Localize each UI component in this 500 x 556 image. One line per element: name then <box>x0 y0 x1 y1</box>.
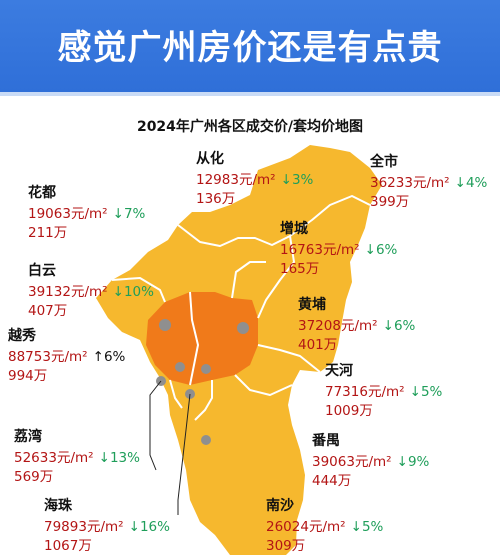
tianhe-dot <box>237 322 249 334</box>
district-change: ↓6% <box>382 318 416 334</box>
district-price: 26024元/m² <box>266 519 346 535</box>
district-borders <box>111 195 371 421</box>
district-name: 白云 <box>28 263 56 279</box>
district-price: 36233元/m² <box>370 175 450 191</box>
district-change: ↓6% <box>364 242 398 258</box>
district-name: 荔湾 <box>14 429 42 445</box>
district-price: 79893元/m² <box>44 519 124 535</box>
district-price: 12983元/m² <box>196 172 276 188</box>
district-change: ↓10% <box>112 284 154 300</box>
district-label-haizhu: 海珠 79893元/m² ↓16% 1067万 <box>44 497 170 556</box>
district-volume: 399万 <box>370 194 410 210</box>
district-name: 南沙 <box>266 498 294 514</box>
district-name: 番禺 <box>312 433 340 449</box>
district-volume: 165万 <box>280 261 320 277</box>
district-change: ↓13% <box>98 450 140 466</box>
district-label-quanshi: 全市 36233元/m² ↓4% 399万 <box>370 153 487 212</box>
district-name: 黄埔 <box>298 297 326 313</box>
district-label-huadu: 花都 19063元/m² ↓7% 211万 <box>28 184 145 243</box>
district-name: 越秀 <box>8 328 36 344</box>
district-change: ↓16% <box>128 519 170 535</box>
district-volume: 444万 <box>312 473 352 489</box>
district-volume: 1067万 <box>44 538 92 554</box>
district-change: ↓7% <box>112 206 146 222</box>
district-label-tianhe: 天河 77316元/m² ↓5% 1009万 <box>325 362 442 421</box>
district-price: 39132元/m² <box>28 284 108 300</box>
district-name: 花都 <box>28 185 56 201</box>
district-label-nansha: 南沙 26024元/m² ↓5% 309万 <box>266 497 383 556</box>
haizhu-dot <box>201 364 211 374</box>
district-volume: 407万 <box>28 303 68 319</box>
district-dots <box>156 319 249 445</box>
district-price: 39063元/m² <box>312 454 392 470</box>
district-label-panyu: 番禺 39063元/m² ↓9% 444万 <box>312 432 429 491</box>
district-label-huangpu: 黄埔 37208元/m² ↓6% 401万 <box>298 296 415 355</box>
district-price: 52633元/m² <box>14 450 94 466</box>
district-name: 全市 <box>370 154 398 170</box>
district-price: 16763元/m² <box>280 242 360 258</box>
district-name: 从化 <box>196 151 224 167</box>
watermark: @建巧说说 <box>425 528 486 542</box>
district-change: ↓3% <box>280 172 314 188</box>
district-volume: 309万 <box>266 538 306 554</box>
district-change: ↑6% <box>92 349 126 365</box>
district-price: 19063元/m² <box>28 206 108 222</box>
district-name: 天河 <box>325 363 353 379</box>
district-change: ↓5% <box>409 384 443 400</box>
title-banner: 感觉广州房价还是有点贵 <box>0 0 500 96</box>
district-name: 海珠 <box>44 498 72 514</box>
district-volume: 211万 <box>28 225 68 241</box>
district-label-liwan: 荔湾 52633元/m² ↓13% 569万 <box>14 428 140 487</box>
district-change: ↓9% <box>396 454 430 470</box>
district-name: 增城 <box>280 221 308 237</box>
district-volume: 136万 <box>196 191 236 207</box>
district-change: ↓5% <box>350 519 384 535</box>
district-price: 77316元/m² <box>325 384 405 400</box>
district-price: 88753元/m² <box>8 349 88 365</box>
district-volume: 1009万 <box>325 403 373 419</box>
district-volume: 994万 <box>8 368 48 384</box>
district-change: ↓4% <box>454 175 488 191</box>
liwan-dot <box>175 362 185 372</box>
district-label-baiyun: 白云 39132元/m² ↓10% 407万 <box>28 262 154 321</box>
panyu-dot <box>201 435 211 445</box>
district-label-yuexiu: 越秀 88753元/m² ↑6% 994万 <box>8 327 125 386</box>
district-volume: 401万 <box>298 337 338 353</box>
yuexiu-dot <box>159 319 171 331</box>
district-label-zengcheng: 增城 16763元/m² ↓6% 165万 <box>280 220 397 279</box>
page-title: 感觉广州房价还是有点贵 <box>57 28 443 68</box>
district-price: 37208元/m² <box>298 318 378 334</box>
map-subtitle: 2024年广州各区成交价/套均价地图 <box>136 119 364 135</box>
map-core-region <box>146 292 258 385</box>
district-volume: 569万 <box>14 469 54 485</box>
leader-lines <box>149 380 191 515</box>
district-label-conghua: 从化 12983元/m² ↓3% 136万 <box>196 150 313 209</box>
